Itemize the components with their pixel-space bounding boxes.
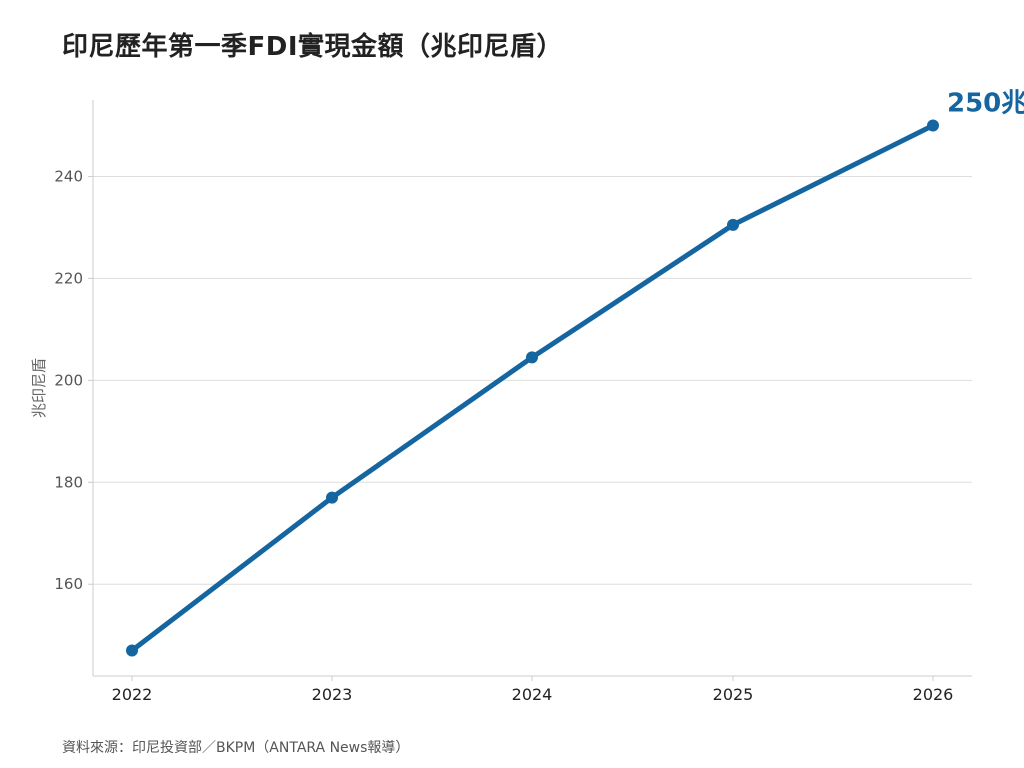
x-tick-label: 2025 <box>713 685 754 704</box>
y-tick-label: 180 <box>54 473 83 491</box>
x-tick-labels: 2022 2023 2024 2025 2026 <box>112 676 954 704</box>
y-tick-labels: 160 180 200 220 240 <box>54 167 93 593</box>
data-point <box>526 351 538 364</box>
data-point <box>927 119 939 132</box>
series-line <box>129 122 936 654</box>
gridlines <box>93 175 972 585</box>
source-note: 資料來源：印尼投資部／BKPM（ANTARA News報導） <box>62 740 410 756</box>
x-tick-label: 2026 <box>913 685 954 704</box>
y-tick-label: 220 <box>54 269 83 287</box>
data-point <box>727 218 739 231</box>
x-tick-label: 2022 <box>112 685 153 704</box>
data-point <box>326 491 338 504</box>
data-annotation: 250兆 <box>947 88 1024 118</box>
y-tick-label: 200 <box>54 371 83 389</box>
x-tick-label: 2023 <box>312 685 353 704</box>
data-points <box>126 119 939 657</box>
y-tick-label: 240 <box>54 167 83 185</box>
data-point <box>126 644 138 657</box>
chart-title: 印尼歷年第一季FDI實現金額（兆印尼盾） <box>62 32 564 62</box>
y-tick-label: 160 <box>54 575 83 593</box>
x-tick-label: 2024 <box>512 685 553 704</box>
y-axis-label: 兆印尼盾 <box>30 358 48 418</box>
